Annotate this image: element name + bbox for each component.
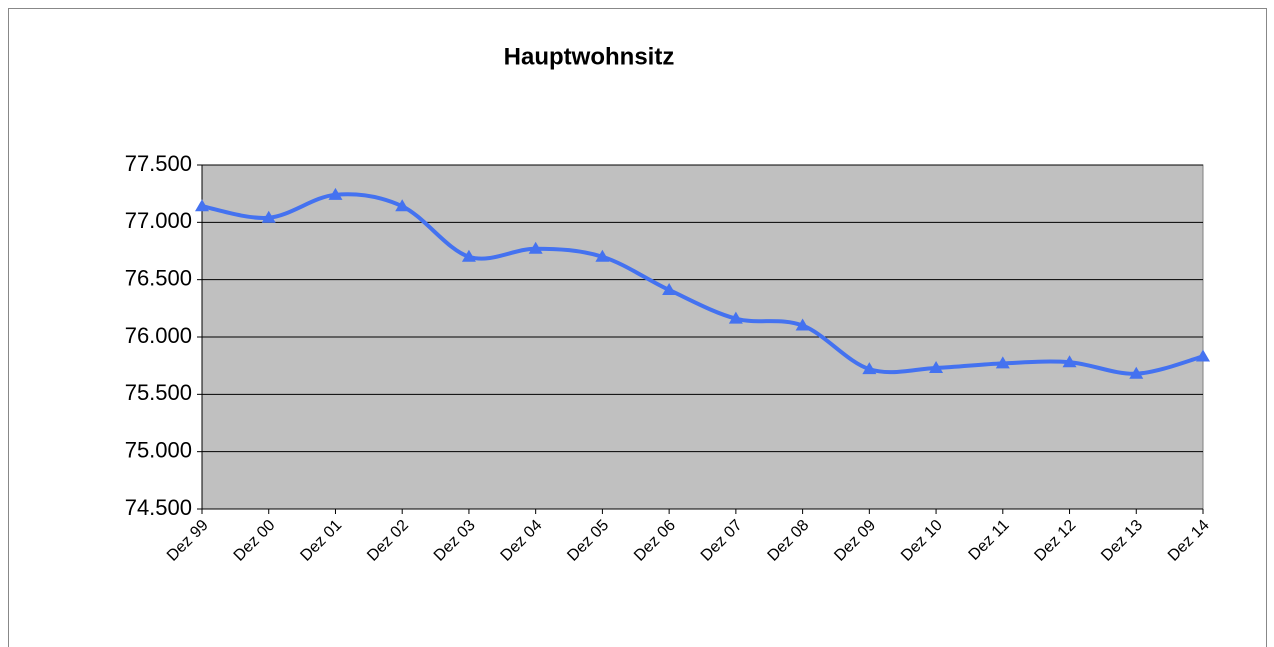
x-tick-label: Dez 11 [966,517,1013,564]
chart-title: Hauptwohnsitz [504,43,675,70]
x-tick-label: Dez 14 [1165,517,1213,565]
point-marker [862,362,877,375]
y-tick-label: 77.000 [125,208,192,233]
y-tick-label: 75.000 [125,437,192,462]
point-marker [261,210,276,223]
point-marker [528,241,543,254]
x-tick-label: Dez 05 [564,517,612,565]
y-tick-label: 76.500 [125,265,192,290]
x-tick-label: Dez 09 [831,517,879,565]
point-marker [929,360,944,373]
x-tick-label: Dez 02 [364,517,412,565]
x-tick-label: Dez 00 [231,517,279,565]
point-marker [1196,349,1210,362]
point-marker [395,199,410,212]
point-marker [795,318,810,331]
chart-frame [8,8,1267,647]
x-tick-label: Dez 08 [765,517,813,565]
x-tick-label: Dez 03 [431,517,479,565]
point-marker [1062,355,1077,368]
point-marker [195,199,209,212]
point-marker [461,249,476,262]
y-tick-label: 76.000 [125,323,192,348]
x-tick-label: Dez 06 [631,517,679,565]
series-line [201,192,1204,376]
x-tick-label: Dez 99 [164,517,212,565]
x-tick-label: Dez 07 [698,517,746,565]
y-tick-label: 74.500 [125,495,192,520]
x-tick-label: Dez 13 [1098,517,1146,565]
x-tick-label: Dez 10 [898,517,946,565]
x-tick-label: Dez 12 [1031,517,1079,565]
point-marker [595,249,610,262]
point-marker [1129,366,1144,379]
point-marker [328,187,343,200]
point-marker [728,311,743,324]
point-marker [662,282,677,295]
point-marker [995,356,1010,369]
y-tick-label: 75.500 [125,380,192,405]
y-tick-label: 77.500 [125,151,192,176]
x-tick-label: Dez 01 [297,517,345,565]
x-tick-label: Dez 04 [498,517,546,565]
